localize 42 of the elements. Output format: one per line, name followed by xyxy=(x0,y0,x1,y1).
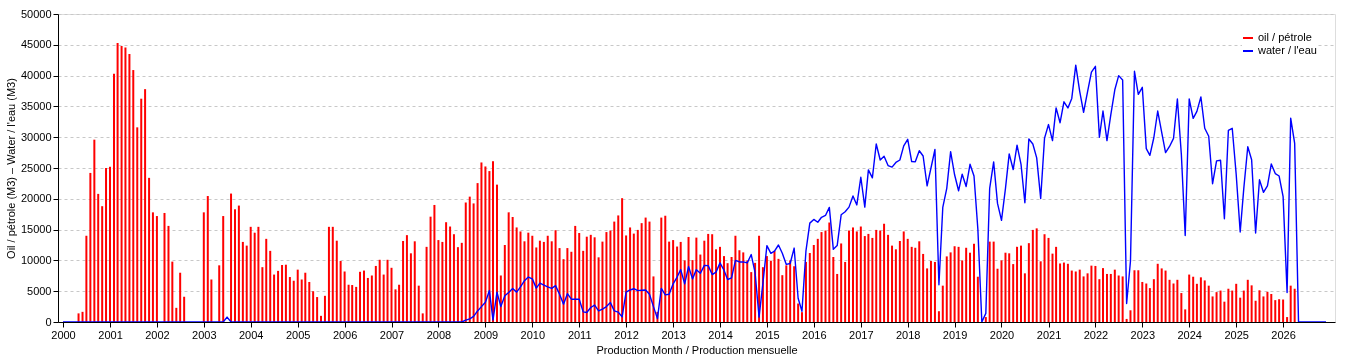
x-tick-label: 2026 xyxy=(1271,328,1296,341)
x-tick-label: 2008 xyxy=(426,328,452,341)
y-tick-label: 35000 xyxy=(20,99,52,112)
x-axis-title: Production Month / Production mensuelle xyxy=(596,343,798,356)
legend-label: water / l'eau xyxy=(1257,44,1317,56)
x-tick-label: 2004 xyxy=(238,328,264,341)
y-tick-label: 30000 xyxy=(20,130,52,143)
x-tick-label: 2018 xyxy=(895,328,921,341)
x-tick-label: 2024 xyxy=(1177,328,1202,341)
y-tick-label: 20000 xyxy=(20,192,52,205)
x-tick-label: 2023 xyxy=(1130,328,1156,341)
y-tick-label: 40000 xyxy=(20,69,52,82)
x-tick-label: 2006 xyxy=(332,328,358,341)
x-tick-label: 2019 xyxy=(942,328,968,341)
x-tick-label: 2000 xyxy=(51,328,76,341)
x-tick-label: 2011 xyxy=(567,328,592,341)
x-tick-label: 2002 xyxy=(145,328,170,341)
x-tick-label: 2020 xyxy=(989,328,1015,341)
x-tick-label: 2025 xyxy=(1224,328,1249,341)
x-tick-label: 2010 xyxy=(520,328,546,341)
y-tick-label: 50000 xyxy=(20,7,52,20)
x-tick-label: 2013 xyxy=(661,328,686,341)
x-tick-label: 2012 xyxy=(614,328,639,341)
x-tick-label: 2014 xyxy=(708,328,733,341)
y-tick-label: 15000 xyxy=(20,223,52,236)
y-tick-label: 25000 xyxy=(20,161,52,174)
x-tick-label: 2005 xyxy=(285,328,311,341)
x-tick-label: 2015 xyxy=(755,328,780,341)
y-tick-label: 45000 xyxy=(20,38,52,51)
y-tick-label: 10000 xyxy=(20,253,52,266)
x-tick-label: 2003 xyxy=(192,328,217,341)
x-tick-label: 2021 xyxy=(1036,328,1062,341)
x-tick-label: 2007 xyxy=(379,328,405,341)
x-tick-label: 2022 xyxy=(1083,328,1109,341)
x-tick-label: 2009 xyxy=(473,328,499,341)
x-tick-label: 2016 xyxy=(802,328,827,341)
x-tick-label: 2001 xyxy=(98,328,123,341)
x-tick-label: 2017 xyxy=(849,328,874,341)
y-axis-title: Oil / pétrole (M3) – Water / l'eau (M3) xyxy=(4,78,17,259)
y-tick-label: 5000 xyxy=(27,284,52,297)
y-tick-label: 0 xyxy=(45,315,52,328)
legend-label: oil / pétrole xyxy=(1258,31,1312,43)
